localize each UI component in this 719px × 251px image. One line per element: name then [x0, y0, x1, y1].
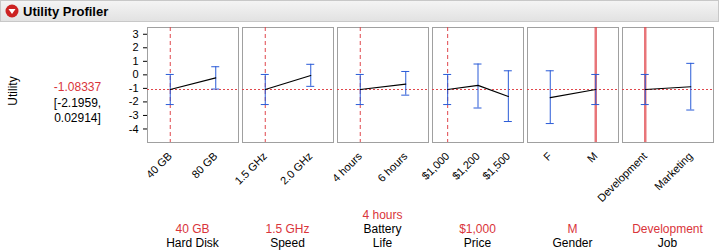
svg-text:3: 3	[132, 28, 138, 40]
html-text:Utility: Utility	[6, 76, 20, 106]
svg-text:4 hours: 4 hours	[330, 149, 365, 184]
html-text:Battery Life: Battery Life	[363, 222, 402, 250]
html-text:Speed: Speed	[270, 236, 305, 250]
svg-text:2.0 GHz: 2.0 GHz	[278, 150, 315, 187]
svg-text:$1,000: $1,000	[419, 150, 451, 182]
svg-text:80 GB: 80 GB	[189, 150, 220, 181]
html-text:0.02914]: 0.02914]	[54, 111, 101, 125]
svg-text:-1: -1	[129, 82, 139, 94]
svg-text:Development: Development	[595, 150, 649, 204]
html-text:Hard Disk: Hard Disk	[166, 236, 219, 250]
svg-text:6 hours: 6 hours	[375, 149, 410, 184]
svg-text:F: F	[541, 150, 554, 163]
svg-text:$1,200: $1,200	[450, 150, 482, 182]
svg-text:Marketing: Marketing	[652, 150, 695, 193]
html-text:40 GB: 40 GB	[175, 222, 210, 236]
html-text:Job: Job	[657, 236, 678, 250]
html-text:-1.08337: -1.08337	[53, 80, 102, 94]
svg-text:0: 0	[132, 68, 138, 80]
svg-text:-4: -4	[129, 122, 139, 134]
html-text:1.5 GHz: 1.5 GHz	[265, 222, 310, 236]
svg-text:-3: -3	[129, 109, 139, 121]
html-text:Development: Development	[632, 222, 703, 236]
svg-text:1.5 GHz: 1.5 GHz	[232, 150, 269, 187]
html-text:M: M	[567, 222, 578, 236]
svg-text:$1,500: $1,500	[480, 150, 512, 182]
html-text:4 hours: 4 hours	[362, 208, 403, 222]
html-text:Gender: Gender	[552, 236, 593, 250]
svg-text:-2: -2	[129, 95, 139, 107]
html-text:Utility Profiler: Utility Profiler	[23, 3, 109, 19]
html-text:$1,000: $1,000	[459, 222, 496, 236]
svg-text:M: M	[585, 150, 600, 165]
html-text:Price: Price	[463, 236, 492, 250]
html-text:[-2.1959,: [-2.1959,	[53, 96, 102, 110]
svg-text:1: 1	[132, 55, 138, 67]
svg-text:2: 2	[132, 41, 138, 53]
svg-text:40 GB: 40 GB	[144, 150, 175, 181]
